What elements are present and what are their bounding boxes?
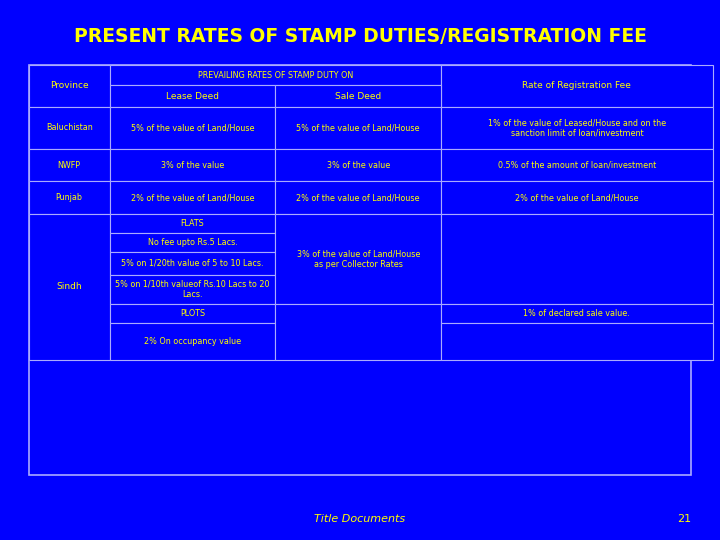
FancyBboxPatch shape (109, 85, 275, 107)
Text: FLATS: FLATS (181, 219, 204, 228)
Text: Rate of Registration Fee: Rate of Registration Fee (523, 82, 631, 90)
FancyBboxPatch shape (441, 304, 713, 323)
FancyBboxPatch shape (441, 323, 713, 360)
Text: PRESENT RATES OF STAMP DUTIES/REGISTRATION FEE: PRESENT RATES OF STAMP DUTIES/REGISTRATI… (73, 27, 647, 46)
FancyBboxPatch shape (109, 149, 275, 181)
Text: PREVAILING RATES OF STAMP DUTY ON: PREVAILING RATES OF STAMP DUTY ON (198, 71, 353, 79)
FancyBboxPatch shape (29, 214, 109, 360)
Text: 2% On occupancy value: 2% On occupancy value (144, 337, 241, 346)
Text: No fee upto Rs.5 Lacs.: No fee upto Rs.5 Lacs. (148, 238, 238, 247)
Text: 5% on 1/10th valueof Rs.10 Lacs to 20
Lacs.: 5% on 1/10th valueof Rs.10 Lacs to 20 La… (115, 280, 270, 299)
FancyBboxPatch shape (109, 304, 275, 323)
Text: 21: 21 (678, 514, 691, 524)
Text: PLOTS: PLOTS (180, 309, 205, 318)
FancyBboxPatch shape (441, 107, 713, 149)
Text: 5% of the value of Land/House: 5% of the value of Land/House (297, 124, 420, 132)
FancyBboxPatch shape (109, 65, 441, 85)
Text: 5% of the value of Land/House: 5% of the value of Land/House (131, 124, 254, 132)
Text: 2% of the value of Land/House: 2% of the value of Land/House (131, 193, 254, 202)
Text: 1% of declared sale value.: 1% of declared sale value. (523, 309, 630, 318)
FancyBboxPatch shape (109, 233, 275, 252)
Text: 3% of the value of Land/House
as per Collector Rates: 3% of the value of Land/House as per Col… (297, 249, 420, 269)
Text: NWFP: NWFP (58, 161, 81, 170)
FancyBboxPatch shape (109, 107, 275, 149)
Text: 5% on 1/20th value of 5 to 10 Lacs.: 5% on 1/20th value of 5 to 10 Lacs. (121, 259, 264, 268)
Text: Sindh: Sindh (56, 282, 82, 291)
Text: Punjab: Punjab (55, 193, 83, 202)
FancyBboxPatch shape (275, 107, 441, 149)
Text: 3% of the value: 3% of the value (161, 161, 224, 170)
FancyBboxPatch shape (109, 252, 275, 275)
Text: Title Documents: Title Documents (315, 514, 405, 524)
FancyBboxPatch shape (29, 181, 109, 214)
FancyBboxPatch shape (109, 323, 275, 360)
Text: Province: Province (50, 82, 89, 90)
FancyBboxPatch shape (29, 149, 109, 181)
Text: Baluchistan: Baluchistan (46, 124, 92, 132)
FancyBboxPatch shape (441, 214, 713, 304)
FancyBboxPatch shape (109, 275, 275, 304)
Text: 1% of the value of Leased/House and on the
sanction limit of loan/investment: 1% of the value of Leased/House and on t… (487, 118, 666, 138)
FancyBboxPatch shape (441, 181, 713, 214)
FancyBboxPatch shape (275, 85, 441, 107)
FancyBboxPatch shape (29, 107, 109, 149)
Text: 3% of the value: 3% of the value (327, 161, 390, 170)
FancyBboxPatch shape (29, 65, 691, 475)
FancyBboxPatch shape (109, 181, 275, 214)
FancyBboxPatch shape (275, 149, 441, 181)
FancyBboxPatch shape (275, 304, 441, 360)
FancyBboxPatch shape (29, 65, 109, 107)
Text: 2% of the value of Land/House: 2% of the value of Land/House (297, 193, 420, 202)
Text: Lease Deed: Lease Deed (166, 92, 219, 100)
FancyBboxPatch shape (441, 65, 713, 107)
FancyBboxPatch shape (441, 149, 713, 181)
FancyBboxPatch shape (109, 214, 275, 233)
Text: 2% of the value of Land/House: 2% of the value of Land/House (515, 193, 639, 202)
FancyBboxPatch shape (275, 214, 441, 304)
Text: 0.5% of the amount of loan/investment: 0.5% of the amount of loan/investment (498, 161, 656, 170)
FancyBboxPatch shape (275, 181, 441, 214)
Text: Sale Deed: Sale Deed (335, 92, 382, 100)
